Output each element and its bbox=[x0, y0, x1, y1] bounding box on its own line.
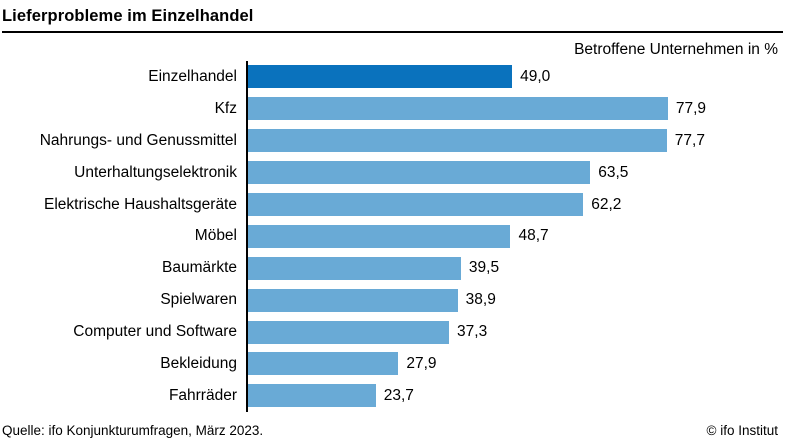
bar-track: 39,5 bbox=[246, 252, 787, 285]
chart-title: Lieferprobleme im Einzelhandel bbox=[2, 7, 254, 25]
bar-chart: Einzelhandel 49,0 Kfz 77,9 Nahrungs- und… bbox=[0, 61, 787, 412]
chart-row: Nahrungs- und Genussmittel 77,7 bbox=[0, 124, 787, 157]
chart-row: Bekleidung 27,9 bbox=[0, 348, 787, 380]
copyright-note: © ifo Institut bbox=[706, 423, 778, 438]
category-label: Nahrungs- und Genussmittel bbox=[39, 131, 237, 149]
chart-row: Möbel 48,7 bbox=[0, 220, 787, 253]
value-label: 63,5 bbox=[598, 163, 629, 181]
bar bbox=[248, 224, 511, 248]
chart-row: Computer und Software 37,3 bbox=[0, 316, 787, 349]
category-label: Bekleidung bbox=[160, 354, 237, 372]
bar bbox=[248, 288, 458, 312]
value-label: 49,0 bbox=[520, 67, 551, 85]
chart-header: Lieferprobleme im Einzelhandel Betroffen… bbox=[0, 0, 787, 60]
title-divider bbox=[2, 31, 783, 33]
value-label: 48,7 bbox=[518, 227, 549, 245]
category-label: Spielwaren bbox=[160, 291, 237, 309]
chart-row: Fahrräder 23,7 bbox=[0, 379, 787, 412]
category-label: Fahrräder bbox=[168, 386, 237, 404]
bar bbox=[248, 97, 668, 121]
category-label: Computer und Software bbox=[73, 323, 237, 341]
bar-track: 48,7 bbox=[246, 220, 787, 253]
bar-track: 77,9 bbox=[246, 92, 787, 125]
bar-track: 63,5 bbox=[246, 156, 787, 189]
chart-row: Einzelhandel 49,0 bbox=[0, 61, 787, 93]
category-label: Möbel bbox=[194, 227, 237, 245]
value-label: 23,7 bbox=[383, 386, 414, 404]
bar-track: 27,9 bbox=[246, 348, 787, 380]
chart-row: Baumärkte 39,5 bbox=[0, 252, 787, 285]
category-label: Unterhaltungselektronik bbox=[74, 163, 237, 181]
bar bbox=[248, 193, 584, 216]
bar bbox=[248, 161, 591, 185]
chart-row: Elektrische Haushaltsgeräte 62,2 bbox=[0, 188, 787, 221]
bar bbox=[248, 320, 450, 344]
source-note: Quelle: ifo Konjunkturumfragen, März 202… bbox=[2, 423, 264, 438]
bar bbox=[248, 129, 667, 153]
bar bbox=[248, 256, 461, 280]
value-label: 77,7 bbox=[674, 131, 705, 149]
chart-row: Spielwaren 38,9 bbox=[0, 284, 787, 317]
chart-row: Kfz 77,9 bbox=[0, 92, 787, 125]
value-label: 27,9 bbox=[406, 354, 437, 372]
value-label: 37,3 bbox=[457, 323, 488, 341]
value-label: 62,2 bbox=[591, 195, 622, 213]
bar-track: 77,7 bbox=[246, 124, 787, 157]
bar-track: 38,9 bbox=[246, 284, 787, 317]
bar bbox=[248, 352, 399, 376]
category-label: Kfz bbox=[214, 99, 237, 117]
bar bbox=[248, 384, 376, 408]
value-label: 38,9 bbox=[465, 291, 496, 309]
chart-row: Unterhaltungselektronik 63,5 bbox=[0, 156, 787, 189]
category-label: Elektrische Haushaltsgeräte bbox=[44, 195, 237, 213]
category-label: Baumärkte bbox=[162, 259, 237, 277]
chart-footer: Quelle: ifo Konjunkturumfragen, März 202… bbox=[0, 423, 787, 438]
bar-track: 37,3 bbox=[246, 316, 787, 349]
value-label: 77,9 bbox=[675, 99, 707, 117]
bar bbox=[248, 65, 513, 89]
value-label: 39,5 bbox=[468, 259, 500, 277]
bar-track: 49,0 bbox=[246, 61, 787, 93]
bar-track: 23,7 bbox=[246, 379, 787, 412]
chart-subtitle: Betroffene Unternehmen in % bbox=[574, 41, 778, 58]
category-label: Einzelhandel bbox=[148, 67, 237, 85]
bar-track: 62,2 bbox=[246, 188, 787, 221]
